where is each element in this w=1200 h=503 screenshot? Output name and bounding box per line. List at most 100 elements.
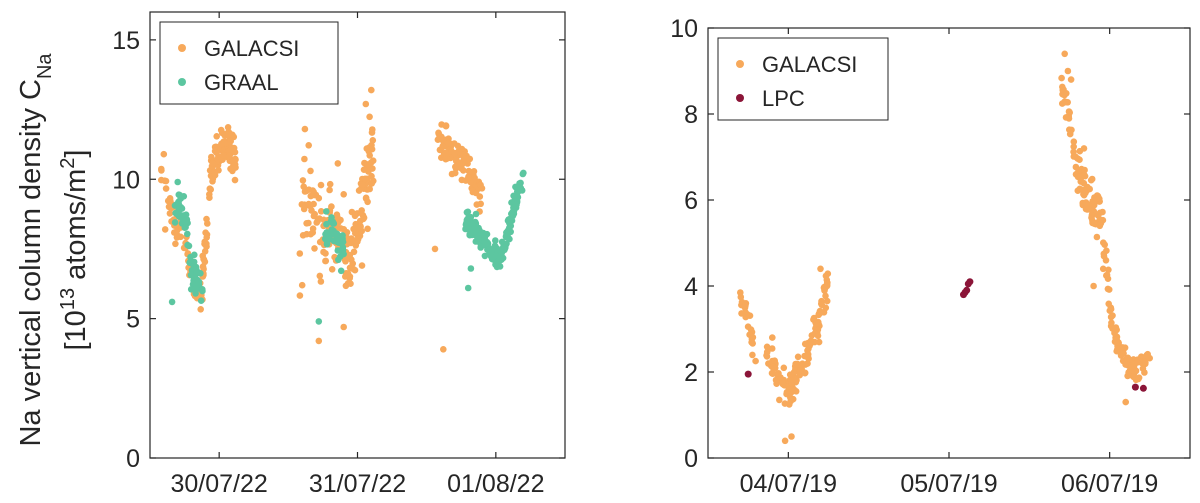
data-point	[359, 181, 366, 188]
data-point	[814, 332, 822, 340]
data-point	[517, 184, 525, 192]
data-point	[452, 163, 459, 171]
data-point	[1087, 176, 1095, 184]
data-point	[209, 160, 217, 167]
data-point	[1090, 282, 1097, 290]
data-point	[1095, 195, 1103, 202]
y-tick-label: 15	[112, 27, 140, 55]
legend-label: LPC	[762, 86, 805, 111]
data-point	[201, 258, 209, 266]
data-point	[1068, 126, 1075, 134]
data-point	[1062, 114, 1070, 121]
data-point	[1099, 216, 1107, 224]
data-point	[360, 166, 368, 173]
legend-label: GALACSI	[762, 52, 857, 77]
data-point	[1059, 83, 1066, 91]
data-point	[296, 292, 304, 299]
legend: GALACSI GRAAL	[159, 21, 339, 105]
data-point	[307, 192, 315, 200]
data-point	[793, 376, 800, 384]
data-point	[442, 150, 450, 157]
data-point	[340, 323, 348, 331]
data-point	[804, 353, 812, 360]
data-point	[500, 243, 507, 251]
data-point	[963, 286, 971, 294]
data-point	[362, 100, 370, 108]
data-point	[220, 152, 227, 159]
data-point	[364, 161, 372, 168]
data-point	[337, 267, 345, 275]
data-point	[1108, 319, 1115, 327]
data-point	[1124, 354, 1132, 362]
data-point	[225, 131, 233, 138]
y-tick-label: 10	[112, 166, 140, 194]
data-point	[358, 207, 366, 214]
data-point	[507, 228, 514, 236]
data-point	[513, 201, 520, 208]
data-point	[342, 273, 349, 280]
data-point	[211, 168, 219, 176]
data-point	[807, 338, 814, 346]
data-point	[817, 265, 824, 273]
data-point	[323, 240, 331, 248]
data-point	[204, 220, 211, 227]
data-point	[328, 266, 336, 273]
data-point	[440, 346, 447, 353]
data-point	[1111, 329, 1118, 337]
data-point	[823, 297, 831, 305]
data-point	[786, 389, 794, 397]
data-point	[339, 248, 346, 255]
data-point	[328, 214, 335, 221]
data-point	[752, 357, 759, 365]
data-point	[197, 297, 205, 305]
data-point	[1074, 187, 1082, 194]
data-point	[797, 361, 805, 369]
data-point	[1105, 266, 1112, 274]
data-point	[471, 229, 479, 236]
data-point	[227, 165, 234, 173]
data-point	[510, 192, 517, 200]
data-point	[1142, 359, 1149, 366]
data-point	[1061, 50, 1068, 58]
data-point	[305, 200, 313, 208]
data-point	[158, 167, 165, 174]
data-point	[333, 232, 340, 240]
legend: GALACSI LPC	[717, 37, 889, 121]
legend-label: GRAAL	[204, 70, 279, 95]
data-point	[1081, 171, 1088, 179]
data-point	[338, 234, 345, 241]
data-point	[340, 226, 348, 233]
legend-marker	[736, 94, 744, 102]
x-tick-label: 04/07/19	[740, 470, 837, 498]
data-point	[1067, 76, 1075, 83]
data-point	[171, 219, 179, 226]
data-point	[744, 323, 752, 331]
legend-box	[159, 21, 339, 105]
data-point	[317, 208, 325, 215]
data-point	[366, 185, 374, 193]
data-point	[334, 160, 342, 167]
x-tick-label: 30/07/22	[171, 470, 268, 498]
data-point	[365, 148, 373, 155]
data-point	[368, 180, 376, 187]
data-point	[742, 302, 749, 309]
data-point	[1085, 205, 1092, 213]
data-point	[220, 138, 227, 145]
data-point	[315, 337, 323, 345]
data-point	[1112, 336, 1120, 344]
data-point	[368, 86, 375, 94]
y-tick-label: 5	[126, 306, 140, 334]
data-point	[369, 126, 376, 133]
data-point	[172, 240, 179, 248]
data-point	[519, 170, 527, 178]
data-point	[1070, 143, 1077, 150]
data-point	[817, 309, 824, 317]
data-point	[300, 183, 308, 190]
x-tick-label: 05/07/19	[900, 470, 997, 498]
data-point	[1135, 375, 1142, 383]
data-point	[452, 155, 460, 163]
y-tick-label: 6	[684, 187, 698, 215]
data-point	[1133, 359, 1141, 366]
data-point	[364, 225, 371, 233]
